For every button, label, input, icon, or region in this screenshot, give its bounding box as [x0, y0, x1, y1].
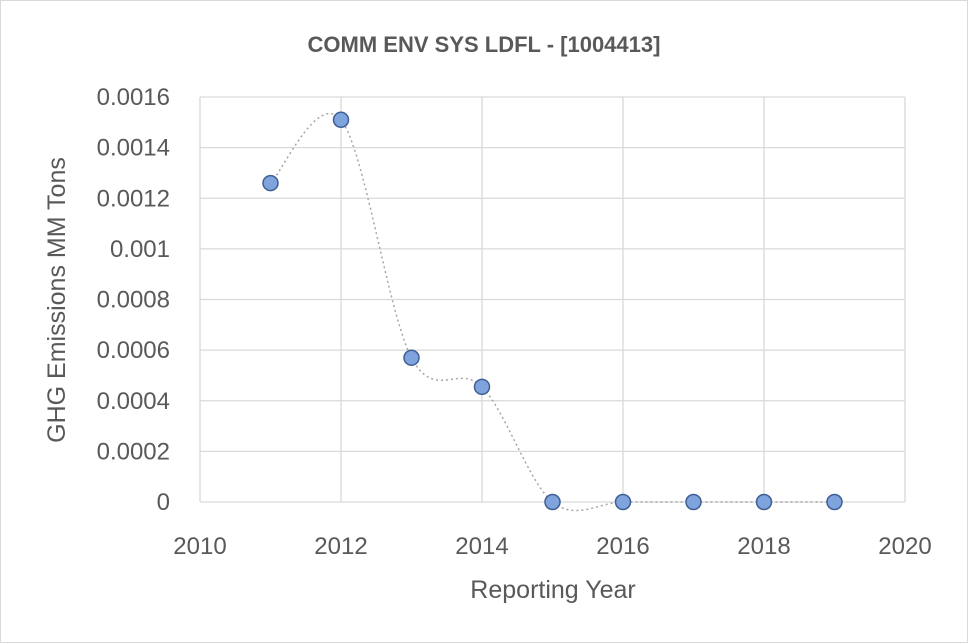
data-point-2015: [544, 493, 561, 511]
y-tick-label: 0.0014: [97, 135, 170, 162]
y-tick-label: 0: [157, 489, 170, 516]
data-point-2012: [332, 111, 350, 129]
data-point-2014: [473, 378, 491, 396]
x-tick-label: 2012: [314, 533, 367, 560]
data-points: [262, 111, 843, 511]
y-axis-ticks: 0 0.0002 0.0004 0.0006 0.0008 0.001 0.0012 0.00…: [97, 84, 170, 516]
y-tick-label: 0.0006: [97, 337, 170, 364]
x-tick-label: 2018: [737, 533, 790, 560]
data-point-2017: [685, 493, 702, 511]
data-point-2018: [755, 493, 773, 511]
y-tick-label: 0.0016: [97, 84, 170, 111]
y-tick-label: 0.001: [110, 236, 170, 263]
data-point-2011: [262, 174, 279, 192]
x-tick-label: 2010: [173, 533, 226, 560]
x-tick-label: 2016: [596, 533, 649, 560]
x-tick-label: 2020: [878, 533, 931, 560]
y-tick-label: 0.0004: [97, 388, 170, 415]
x-axis-label: Reporting Year: [470, 576, 635, 604]
gridlines: [199, 96, 906, 503]
y-tick-label: 0.0002: [97, 438, 170, 465]
data-point-2016: [614, 493, 632, 511]
x-tick-label: 2014: [455, 533, 508, 560]
y-tick-label: 0.0008: [97, 287, 170, 314]
data-point-2019: [826, 493, 843, 511]
data-point-2013: [403, 349, 420, 366]
y-axis-label: GHG Emissions MM Tons: [43, 157, 71, 443]
chart-title: COMM ENV SYS LDFL - [1004413]: [308, 32, 661, 57]
x-axis-ticks: 2010 2012 2014 2016 2018 2020: [173, 533, 931, 560]
trend-line: [269, 112, 835, 512]
y-tick-label: 0.0012: [97, 185, 170, 212]
